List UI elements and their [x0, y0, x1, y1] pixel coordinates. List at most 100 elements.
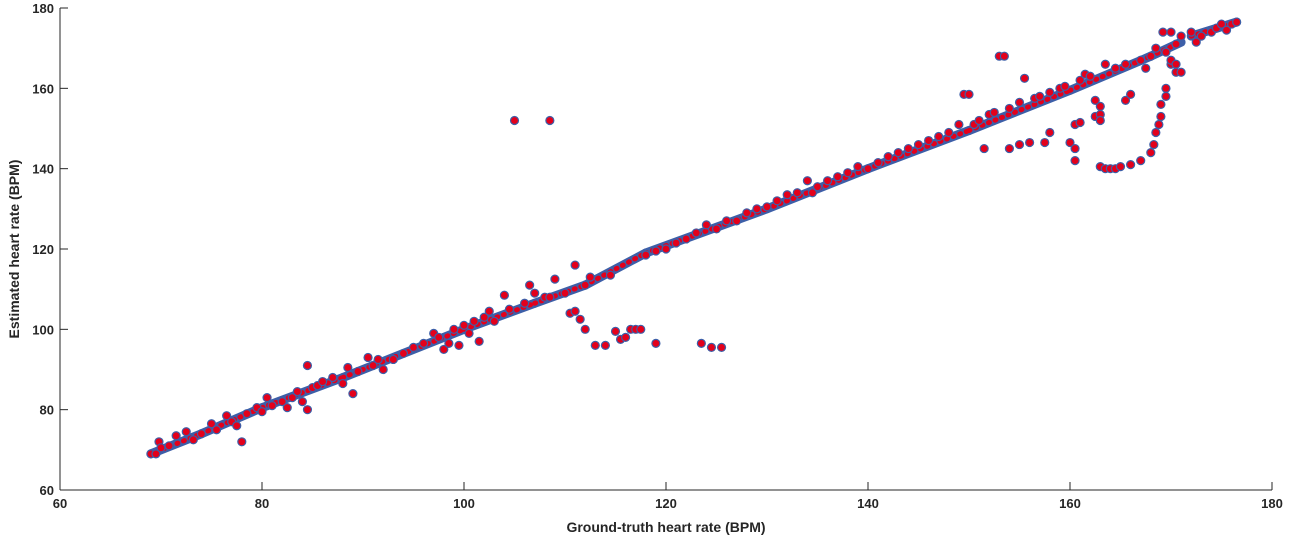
scatter-point: [1115, 162, 1126, 172]
y-tick-label: 180: [32, 1, 54, 16]
scatter-point: [1120, 95, 1131, 105]
scatter-point: [575, 314, 585, 324]
scatter-point: [1158, 27, 1168, 37]
scatter-point: [964, 89, 974, 99]
scatter-point: [353, 366, 363, 377]
scatter-point: [484, 306, 494, 316]
scatter-point: [944, 127, 954, 138]
scatter-point: [1151, 43, 1161, 53]
scatter-point: [242, 409, 252, 419]
scatter-point: [999, 51, 1009, 61]
scatter-point: [474, 336, 484, 346]
scatter-point: [1186, 27, 1196, 37]
scatter-point: [711, 224, 722, 234]
scatter-point: [328, 372, 338, 383]
scatter-point: [499, 290, 509, 300]
scatter-point: [560, 288, 570, 298]
scatter-point: [1019, 73, 1030, 83]
scatter-point: [368, 360, 378, 371]
scatter-point: [580, 280, 590, 290]
scatter-point: [1196, 31, 1206, 41]
y-tick-label: 60: [40, 483, 54, 498]
scatter-point: [570, 306, 580, 316]
y-tick-label: 160: [32, 81, 54, 96]
scatter-point: [171, 431, 181, 441]
scatter-point: [812, 182, 823, 192]
y-tick-label: 120: [32, 242, 54, 257]
y-tick-label: 80: [40, 403, 54, 418]
scatter-point: [282, 403, 292, 413]
scatter-point: [954, 119, 964, 130]
scatter-point: [590, 340, 600, 350]
scatter-point: [302, 405, 313, 415]
scatter-point: [1156, 99, 1166, 110]
scatter-point: [222, 411, 232, 421]
scatter-point: [459, 320, 469, 330]
scatter-point: [1075, 75, 1085, 85]
scatter-point: [1146, 148, 1156, 158]
scatter-point: [883, 152, 893, 162]
scatter-point: [792, 188, 802, 198]
scatter-point: [1065, 137, 1075, 148]
scatter-point: [742, 208, 752, 218]
scatter-point: [1024, 137, 1035, 148]
scatter-point: [1161, 91, 1171, 101]
scatter-point: [772, 196, 782, 206]
scatter-point: [802, 176, 813, 186]
scatter-point: [1161, 47, 1171, 57]
scatter-point: [833, 172, 843, 182]
scatter-point: [550, 274, 560, 284]
scatter-point: [1070, 156, 1080, 166]
scatter-point: [257, 407, 267, 417]
scatter-point: [469, 316, 479, 326]
scatter-point: [232, 421, 242, 431]
scatter-point: [636, 324, 646, 334]
scatter-point: [1075, 117, 1085, 128]
scatter-point: [1151, 127, 1161, 138]
scatter-point: [449, 324, 459, 334]
scatter-point: [530, 288, 540, 298]
scatter-point: [489, 316, 499, 326]
scatter-point: [873, 158, 883, 168]
scatter-point: [1095, 101, 1105, 112]
scatter-point: [181, 427, 191, 437]
scatter-point: [388, 354, 398, 365]
scatter-point: [348, 389, 358, 399]
scatter-point: [620, 332, 631, 342]
scatter-point: [297, 397, 307, 407]
scatter-point: [1070, 143, 1080, 154]
scatter-point: [843, 168, 853, 178]
scatter-point: [464, 328, 474, 338]
scatter-point: [1171, 39, 1181, 49]
scatter-point: [509, 115, 520, 126]
scatter-point: [1176, 67, 1186, 77]
scatter-point: [479, 312, 489, 322]
scatter-point: [1161, 83, 1171, 93]
scatter-point: [1045, 87, 1055, 97]
scatter-point: [519, 298, 530, 308]
scatter-point: [696, 338, 706, 348]
scatter-point: [545, 115, 555, 126]
scatter-point: [262, 393, 272, 403]
scatter-point: [343, 362, 353, 373]
scatter-point: [151, 449, 161, 459]
scatter-point: [651, 246, 661, 256]
scatter-point: [1040, 137, 1050, 148]
scatter-point: [1110, 63, 1121, 73]
x-tick-label: 140: [857, 496, 879, 511]
scatter-point: [1004, 103, 1015, 114]
scatter-point: [1125, 89, 1136, 99]
scatter-point: [1004, 143, 1015, 154]
scatter-point: [989, 107, 999, 118]
scatter-point: [782, 190, 792, 200]
x-tick-label: 100: [453, 496, 475, 511]
scatter-point: [1146, 51, 1156, 61]
scatter-point: [974, 115, 984, 126]
scatter-point: [1014, 97, 1025, 107]
scatter-point: [853, 162, 863, 172]
scatter-point: [701, 220, 712, 230]
scatter-point: [267, 401, 277, 411]
scatter-point: [434, 332, 444, 342]
scatter-point: [1100, 59, 1110, 69]
